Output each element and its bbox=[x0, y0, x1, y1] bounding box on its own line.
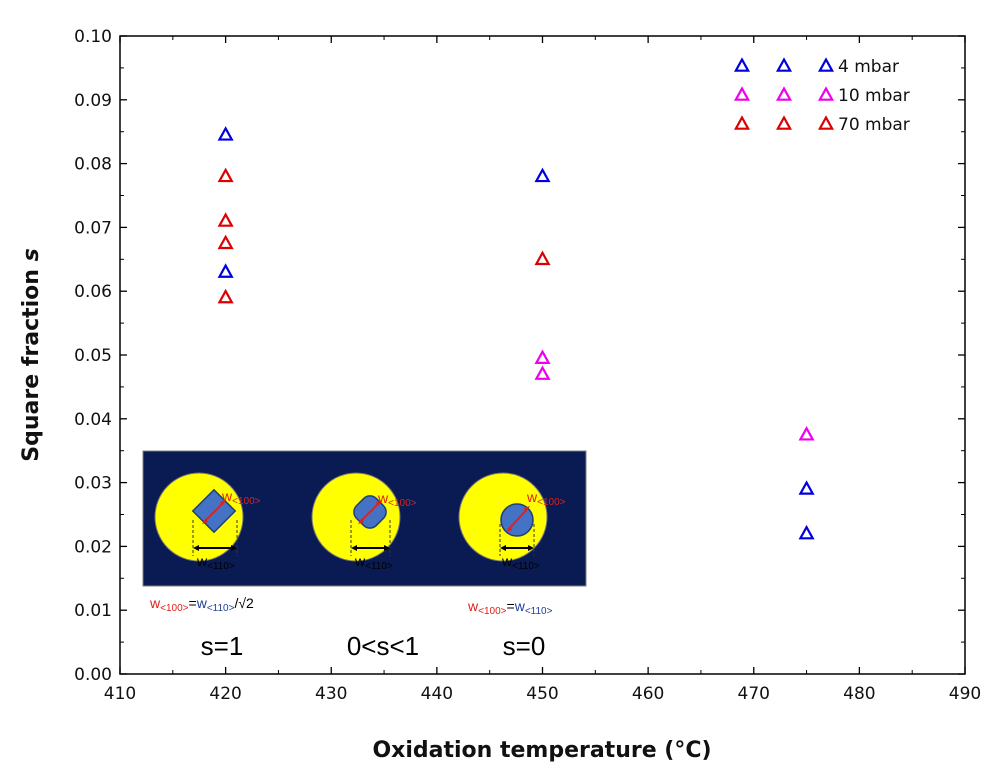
legend-marker bbox=[775, 115, 793, 130]
inset-panel-square: w<100> w<110> bbox=[154, 472, 261, 572]
w100-subscript: <100> bbox=[388, 498, 417, 509]
y-tick-label: 0.03 bbox=[74, 474, 112, 494]
svg-text:w<100>: w<100> bbox=[377, 490, 417, 509]
data-point bbox=[217, 288, 234, 304]
legend-label: 4 mbar bbox=[838, 57, 899, 77]
w110-subscript: <110> bbox=[512, 561, 540, 572]
annotation-s-mid: 0<s<1 bbox=[347, 631, 419, 661]
legend-marker bbox=[733, 115, 751, 130]
x-tick-label: 480 bbox=[843, 684, 875, 704]
svg-text:w<110>: w<110> bbox=[354, 553, 393, 572]
w100-label: w bbox=[377, 490, 389, 506]
formula-circle: w<100>=w<110> bbox=[467, 598, 553, 617]
legend-marker bbox=[775, 86, 793, 101]
data-point bbox=[217, 234, 234, 250]
data-point bbox=[798, 425, 815, 441]
legend-marker bbox=[817, 57, 835, 72]
w100-label: w bbox=[221, 488, 233, 504]
w100-subscript: <100> bbox=[537, 497, 566, 508]
y-axis-title: Square fraction s bbox=[19, 248, 44, 461]
data-point bbox=[798, 524, 815, 540]
y-tick-label: 0.07 bbox=[74, 218, 112, 238]
legend-marker bbox=[733, 86, 751, 101]
svg-text:w<100>: w<100> bbox=[526, 489, 566, 508]
annotation-s1: s=1 bbox=[201, 631, 244, 661]
legend-label: 10 mbar bbox=[838, 86, 910, 106]
legend-marker bbox=[817, 86, 835, 101]
x-tick-label: 430 bbox=[315, 684, 347, 704]
data-point bbox=[534, 365, 551, 380]
y-tick-label: 0.01 bbox=[74, 601, 112, 621]
svg-text:w<100>: w<100> bbox=[221, 488, 261, 507]
w110-label: w bbox=[196, 553, 208, 569]
legend-marker bbox=[817, 115, 835, 130]
y-tick-label: 0.10 bbox=[74, 27, 112, 47]
legend-marker bbox=[775, 57, 793, 72]
x-tick-label: 440 bbox=[421, 684, 453, 704]
y-axis-title-main: Square fraction bbox=[19, 261, 44, 461]
annotation-s0: s=0 bbox=[503, 631, 546, 661]
inset-illustration: w<100> w<110> w<100> w<110> bbox=[142, 450, 587, 587]
data-point bbox=[217, 167, 234, 183]
w110-label: w bbox=[354, 553, 366, 569]
data-point bbox=[534, 167, 551, 183]
data-point bbox=[534, 349, 551, 364]
legend-marker bbox=[733, 57, 751, 72]
axis-ticks: 410 420 430 440 450 460 470 480 490 0.00 0.01 0.02 0… bbox=[74, 27, 981, 704]
svg-text:w<110>: w<110> bbox=[501, 553, 540, 572]
w100-label: w bbox=[526, 489, 538, 505]
legend-label: 70 mbar bbox=[838, 115, 910, 135]
x-tick-label: 490 bbox=[949, 684, 981, 704]
svg-text:w<110>: w<110> bbox=[196, 553, 235, 572]
data-point bbox=[217, 212, 234, 227]
inset-panel-circle: w<100> w<110> bbox=[458, 472, 566, 572]
data-markers bbox=[217, 126, 815, 540]
y-tick-label: 0.05 bbox=[74, 346, 112, 366]
x-tick-label: 420 bbox=[209, 684, 241, 704]
y-tick-label: 0.06 bbox=[74, 282, 112, 302]
formula-square: w<100>=w<110>/√2 bbox=[149, 595, 254, 614]
x-tick-label: 470 bbox=[738, 684, 770, 704]
y-axis-title-symbol: s bbox=[19, 248, 44, 261]
data-point bbox=[534, 250, 551, 266]
x-axis-title: Oxidation temperature (°C) bbox=[372, 738, 711, 763]
data-point bbox=[798, 480, 815, 495]
w110-subscript: <110> bbox=[207, 561, 235, 572]
data-point bbox=[217, 126, 234, 141]
x-tick-label: 410 bbox=[104, 684, 136, 704]
y-tick-label: 0.08 bbox=[74, 155, 112, 175]
y-tick-label: 0.04 bbox=[74, 410, 112, 430]
x-tick-label: 450 bbox=[526, 684, 558, 704]
w110-subscript: <110> bbox=[365, 561, 393, 572]
w100-subscript: <100> bbox=[232, 496, 261, 507]
data-point bbox=[217, 263, 234, 278]
legend: 4 mbar 10 mbar 70 mbar bbox=[733, 57, 910, 135]
y-tick-label: 0.09 bbox=[74, 91, 112, 111]
w110-label: w bbox=[501, 553, 513, 569]
y-tick-label: 0.02 bbox=[74, 537, 112, 557]
inset-panel-rounded: w<100> w<110> bbox=[311, 472, 417, 572]
x-tick-label: 460 bbox=[632, 684, 664, 704]
y-tick-label: 0.00 bbox=[74, 665, 112, 685]
